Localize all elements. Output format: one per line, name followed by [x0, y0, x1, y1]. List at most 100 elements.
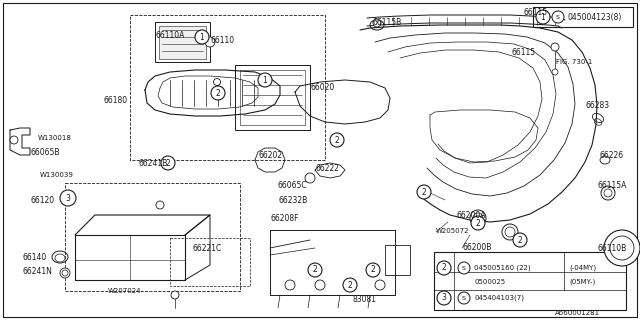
Text: 66283: 66283 — [585, 100, 609, 109]
Circle shape — [458, 262, 470, 274]
Text: 66232B: 66232B — [278, 196, 307, 204]
Text: S: S — [462, 295, 466, 300]
Circle shape — [214, 78, 221, 85]
Text: 2: 2 — [348, 281, 353, 290]
Text: 2: 2 — [216, 89, 220, 98]
Text: (05MY-): (05MY-) — [569, 279, 595, 285]
Text: 1: 1 — [262, 76, 268, 84]
Circle shape — [308, 263, 322, 277]
Text: 2: 2 — [476, 219, 481, 228]
Text: 2: 2 — [335, 135, 339, 145]
Circle shape — [330, 133, 344, 147]
Circle shape — [315, 280, 325, 290]
Bar — [170, 238, 250, 286]
Circle shape — [604, 189, 612, 197]
Text: FIG. 730-1: FIG. 730-1 — [556, 59, 593, 65]
Text: 66110B: 66110B — [598, 244, 627, 252]
Text: S: S — [462, 266, 466, 270]
Text: 2: 2 — [312, 266, 317, 275]
Circle shape — [437, 291, 451, 305]
Circle shape — [366, 263, 380, 277]
Text: 66241N: 66241N — [22, 268, 52, 276]
Text: 66115: 66115 — [524, 7, 548, 17]
Text: 66200B: 66200B — [462, 243, 492, 252]
Text: 66202: 66202 — [258, 150, 282, 159]
Circle shape — [417, 185, 431, 199]
Text: 66110A: 66110A — [155, 30, 184, 39]
Text: W130039: W130039 — [40, 172, 74, 178]
Circle shape — [195, 30, 209, 44]
Text: 2: 2 — [371, 266, 376, 275]
Circle shape — [437, 261, 451, 275]
Circle shape — [171, 291, 179, 299]
Circle shape — [610, 236, 634, 260]
Text: 66115B: 66115B — [372, 18, 401, 27]
Circle shape — [373, 19, 381, 27]
Text: S: S — [556, 14, 560, 20]
Bar — [240, 70, 305, 125]
Circle shape — [502, 224, 518, 240]
Bar — [155, 22, 210, 62]
Text: 1: 1 — [541, 12, 545, 21]
Text: 045004123(8): 045004123(8) — [568, 12, 622, 21]
Circle shape — [458, 292, 470, 304]
Circle shape — [156, 201, 164, 209]
Circle shape — [343, 278, 357, 292]
Text: W130018: W130018 — [38, 135, 72, 141]
Circle shape — [62, 270, 68, 276]
Circle shape — [161, 156, 175, 170]
Circle shape — [473, 213, 483, 223]
Text: 2: 2 — [518, 236, 522, 244]
Text: 3: 3 — [65, 194, 70, 203]
Circle shape — [471, 216, 485, 230]
Circle shape — [552, 69, 558, 75]
Text: 0500025: 0500025 — [474, 279, 505, 285]
Text: 66110: 66110 — [210, 36, 234, 44]
Circle shape — [10, 136, 18, 144]
Text: 2: 2 — [422, 188, 426, 196]
Text: 66115A: 66115A — [597, 180, 627, 189]
Text: 66222: 66222 — [315, 164, 339, 172]
Circle shape — [601, 186, 615, 200]
Bar — [385, 245, 410, 275]
Text: 66208F: 66208F — [270, 213, 298, 222]
Circle shape — [536, 10, 550, 24]
Text: 045005160 (22): 045005160 (22) — [474, 265, 531, 271]
Circle shape — [551, 43, 559, 51]
Circle shape — [604, 230, 640, 266]
Text: 045404103(7): 045404103(7) — [474, 295, 524, 301]
Text: 2: 2 — [442, 263, 446, 273]
Text: 66226: 66226 — [600, 150, 624, 159]
Bar — [130, 15, 325, 160]
Text: 66221C: 66221C — [192, 244, 221, 252]
Text: 66241B: 66241B — [138, 158, 167, 167]
Circle shape — [285, 280, 295, 290]
Text: 66120: 66120 — [30, 196, 54, 204]
Circle shape — [375, 280, 385, 290]
Text: 66180: 66180 — [103, 95, 127, 105]
Text: 3: 3 — [442, 293, 447, 302]
Circle shape — [552, 11, 564, 23]
Bar — [235, 65, 310, 130]
Circle shape — [60, 268, 70, 278]
Text: W207024: W207024 — [108, 288, 141, 294]
Text: 1: 1 — [200, 33, 204, 42]
Bar — [533, 7, 633, 27]
Text: 66020: 66020 — [310, 83, 334, 92]
Text: 2: 2 — [166, 158, 170, 167]
Circle shape — [505, 227, 515, 237]
Text: A660001281: A660001281 — [555, 310, 600, 316]
Text: 66065C: 66065C — [277, 180, 307, 189]
Text: 66140: 66140 — [22, 253, 46, 262]
Circle shape — [470, 210, 486, 226]
Circle shape — [258, 73, 272, 87]
Text: 66065B: 66065B — [30, 148, 60, 156]
Text: (-04MY): (-04MY) — [569, 265, 596, 271]
Circle shape — [60, 190, 76, 206]
Bar — [159, 26, 206, 59]
Bar — [65, 183, 240, 291]
Circle shape — [345, 280, 355, 290]
Circle shape — [513, 233, 527, 247]
Text: 66200A: 66200A — [456, 211, 486, 220]
Circle shape — [305, 173, 315, 183]
